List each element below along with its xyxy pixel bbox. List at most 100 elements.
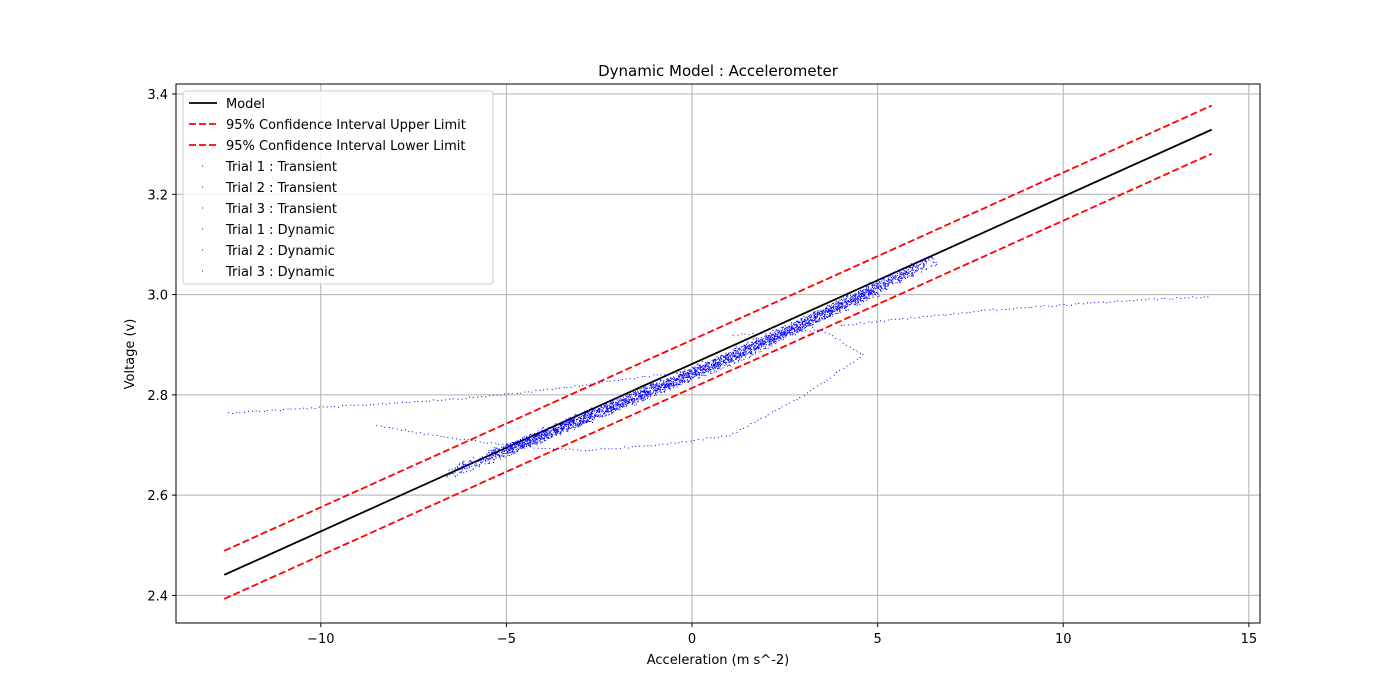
- scatter-point: [541, 430, 543, 432]
- scatter-point: [271, 409, 273, 411]
- scatter-point: [795, 323, 797, 325]
- scatter-point: [733, 349, 735, 351]
- scatter-point: [610, 410, 612, 412]
- scatter-point: [683, 371, 685, 373]
- scatter-point: [814, 313, 816, 315]
- scatter-point: [860, 293, 862, 295]
- scatter-point: [694, 371, 696, 373]
- scatter-point: [871, 291, 873, 293]
- scatter-point: [977, 311, 979, 313]
- x-axis-title: Acceleration (m s^-2): [647, 653, 789, 668]
- scatter-point: [741, 333, 743, 335]
- scatter-point: [894, 276, 896, 278]
- scatter-point: [571, 427, 573, 429]
- scatter-point: [791, 329, 793, 331]
- scatter-point: [785, 404, 787, 406]
- scatter-point: [566, 424, 568, 426]
- scatter-point: [653, 387, 655, 389]
- scatter-point: [774, 339, 776, 341]
- scatter-point: [918, 261, 920, 263]
- scatter-point: [832, 306, 834, 308]
- scatter-point: [585, 415, 587, 417]
- scatter-point: [638, 392, 640, 394]
- scatter-point: [740, 350, 742, 352]
- scatter-point: [707, 370, 709, 372]
- scatter-point: [714, 363, 716, 365]
- scatter-point: [701, 366, 703, 368]
- scatter-point: [815, 320, 817, 322]
- scatter-point: [763, 340, 765, 342]
- scatter-point: [514, 445, 516, 447]
- scatter-point: [594, 415, 596, 417]
- scatter-point: [559, 432, 561, 434]
- scatter-point: [499, 449, 501, 451]
- scatter-point: [756, 339, 758, 341]
- scatter-point: [699, 367, 701, 369]
- scatter-point: [770, 337, 772, 339]
- scatter-point: [715, 366, 717, 368]
- scatter-point: [563, 422, 565, 424]
- scatter-point: [845, 344, 847, 346]
- scatter-point: [725, 435, 727, 437]
- scatter-point: [726, 358, 728, 360]
- scatter-point: [528, 438, 530, 440]
- scatter-point: [754, 342, 756, 344]
- scatter-point: [818, 321, 820, 323]
- scatter-point: [848, 304, 850, 306]
- scatter-point: [580, 421, 582, 423]
- scatter-point: [588, 414, 590, 416]
- scatter-point: [522, 437, 524, 439]
- scatter-point: [710, 370, 712, 372]
- scatter-point: [720, 355, 722, 357]
- scatter-point: [506, 449, 508, 451]
- scatter-point: [712, 366, 714, 368]
- scatter-point: [774, 331, 776, 333]
- scatter-point: [612, 399, 614, 401]
- scatter-point: [524, 441, 526, 443]
- scatter-point: [814, 313, 816, 315]
- scatter-point: [617, 400, 619, 402]
- scatter-point: [503, 447, 505, 449]
- scatter-point: [800, 328, 802, 330]
- scatter-point: [563, 426, 565, 428]
- scatter-point: [446, 475, 448, 477]
- scatter-point: [642, 399, 644, 401]
- scatter-point: [790, 328, 792, 330]
- scatter-point: [534, 440, 536, 442]
- scatter-point: [817, 385, 819, 387]
- scatter-point: [872, 283, 874, 285]
- scatter-point: [912, 274, 914, 276]
- scatter-point: [808, 321, 810, 323]
- scatter-point: [738, 351, 740, 353]
- scatter-point: [907, 275, 909, 277]
- scatter-point: [535, 437, 537, 439]
- scatter-point: [573, 423, 575, 425]
- scatter-point: [867, 292, 869, 294]
- scatter-point: [503, 446, 505, 448]
- scatter-point: [290, 408, 292, 410]
- scatter-point: [687, 374, 689, 376]
- scatter-point: [837, 308, 839, 310]
- scatter-point: [830, 311, 832, 313]
- scatter-point: [747, 344, 749, 346]
- scatter-point: [637, 400, 639, 402]
- scatter-point: [857, 300, 859, 302]
- scatter-point: [646, 392, 648, 394]
- scatter-point: [829, 309, 831, 311]
- scatter-point: [879, 289, 881, 291]
- scatter-point: [668, 373, 670, 375]
- scatter-point: [526, 439, 528, 441]
- scatter-point: [595, 414, 597, 416]
- scatter-point: [669, 388, 671, 390]
- scatter-point: [543, 430, 545, 432]
- scatter-point: [567, 420, 569, 422]
- scatter-point: [775, 332, 777, 334]
- scatter-point: [437, 399, 439, 401]
- scatter-point: [752, 341, 754, 343]
- scatter-point: [507, 450, 509, 452]
- scatter-point: [607, 414, 609, 416]
- scatter-point: [887, 283, 889, 285]
- scatter-point: [635, 391, 637, 393]
- scatter-point: [932, 261, 934, 263]
- scatter-point: [462, 462, 464, 464]
